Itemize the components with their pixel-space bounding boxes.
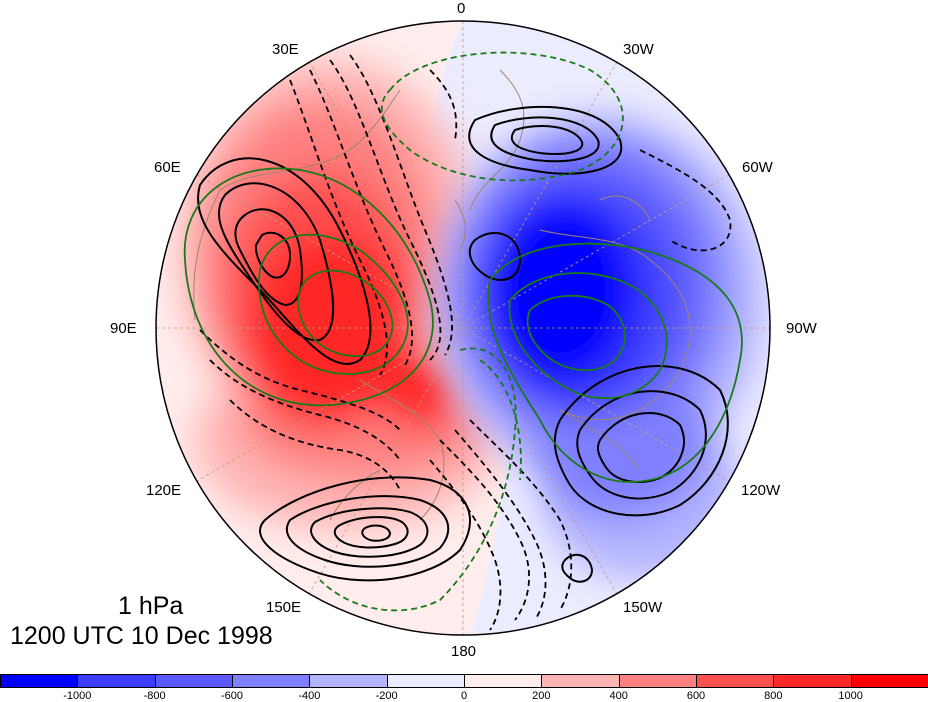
lon-label-60w: 60W — [742, 159, 773, 176]
lon-label-120e: 120E — [146, 482, 182, 499]
negative-contours — [199, 54, 732, 631]
colorbar-tick-label: -600 — [220, 690, 244, 702]
colorbar-cell — [154, 674, 233, 688]
lon-label-150e: 150E — [266, 599, 302, 616]
colorbar-tick-label: 1000 — [838, 690, 863, 702]
lon-label-180: 180 — [451, 643, 477, 660]
lon-label-30w: 30W — [623, 41, 654, 58]
colorbar-tick-label: -400 — [298, 690, 321, 702]
graticule — [156, 21, 770, 635]
colorbar-tick-label: 0 — [460, 690, 468, 702]
colorbar-cell — [618, 674, 697, 688]
lon-label-30e: 30E — [272, 41, 299, 58]
colorbar-cell — [232, 674, 311, 688]
polar-map — [155, 20, 771, 636]
datetime-label: 1200 UTC 10 Dec 1998 — [10, 622, 273, 650]
colorbar-cell — [696, 674, 775, 688]
colorbar-tick-label: -200 — [375, 690, 398, 702]
colorbar-cell — [309, 674, 388, 688]
colorbar-cell — [541, 674, 620, 688]
lon-label-150w: 150W — [623, 599, 663, 616]
colorbar-tick-label: 400 — [609, 690, 628, 702]
positive-contours — [197, 105, 729, 583]
colorbar-tick-label: 800 — [764, 690, 783, 702]
lon-label-90e: 90E — [110, 320, 137, 337]
colorbar-cell — [77, 674, 156, 688]
lon-label-60e: 60E — [154, 159, 181, 176]
green-contours — [183, 167, 743, 483]
lon-label-90w: 90W — [786, 320, 817, 337]
colorbar-tick-label: -800 — [143, 690, 166, 702]
colorbar-tick-label: 200 — [532, 690, 551, 702]
pressure-level-label: 1 hPa — [118, 592, 184, 620]
colorbar-cell — [850, 674, 928, 688]
map-border — [155, 20, 771, 636]
colorbar-cell — [773, 674, 852, 688]
colorbar-cell — [0, 674, 79, 688]
shaded-field — [156, 21, 770, 635]
lon-label-0: 0 — [457, 0, 466, 17]
lon-label-120w: 120W — [741, 482, 781, 499]
colorbar-cell — [386, 674, 465, 688]
colorbar-tick-label: -1000 — [63, 690, 92, 702]
colorbar-cell — [464, 674, 543, 688]
colorbar-tick-label: 600 — [686, 690, 706, 702]
green-dashed-contours — [319, 51, 624, 612]
colorbar: -1000 -800 -600 -400 -200 0 200 400 600 800 1000 — [0, 674, 928, 702]
